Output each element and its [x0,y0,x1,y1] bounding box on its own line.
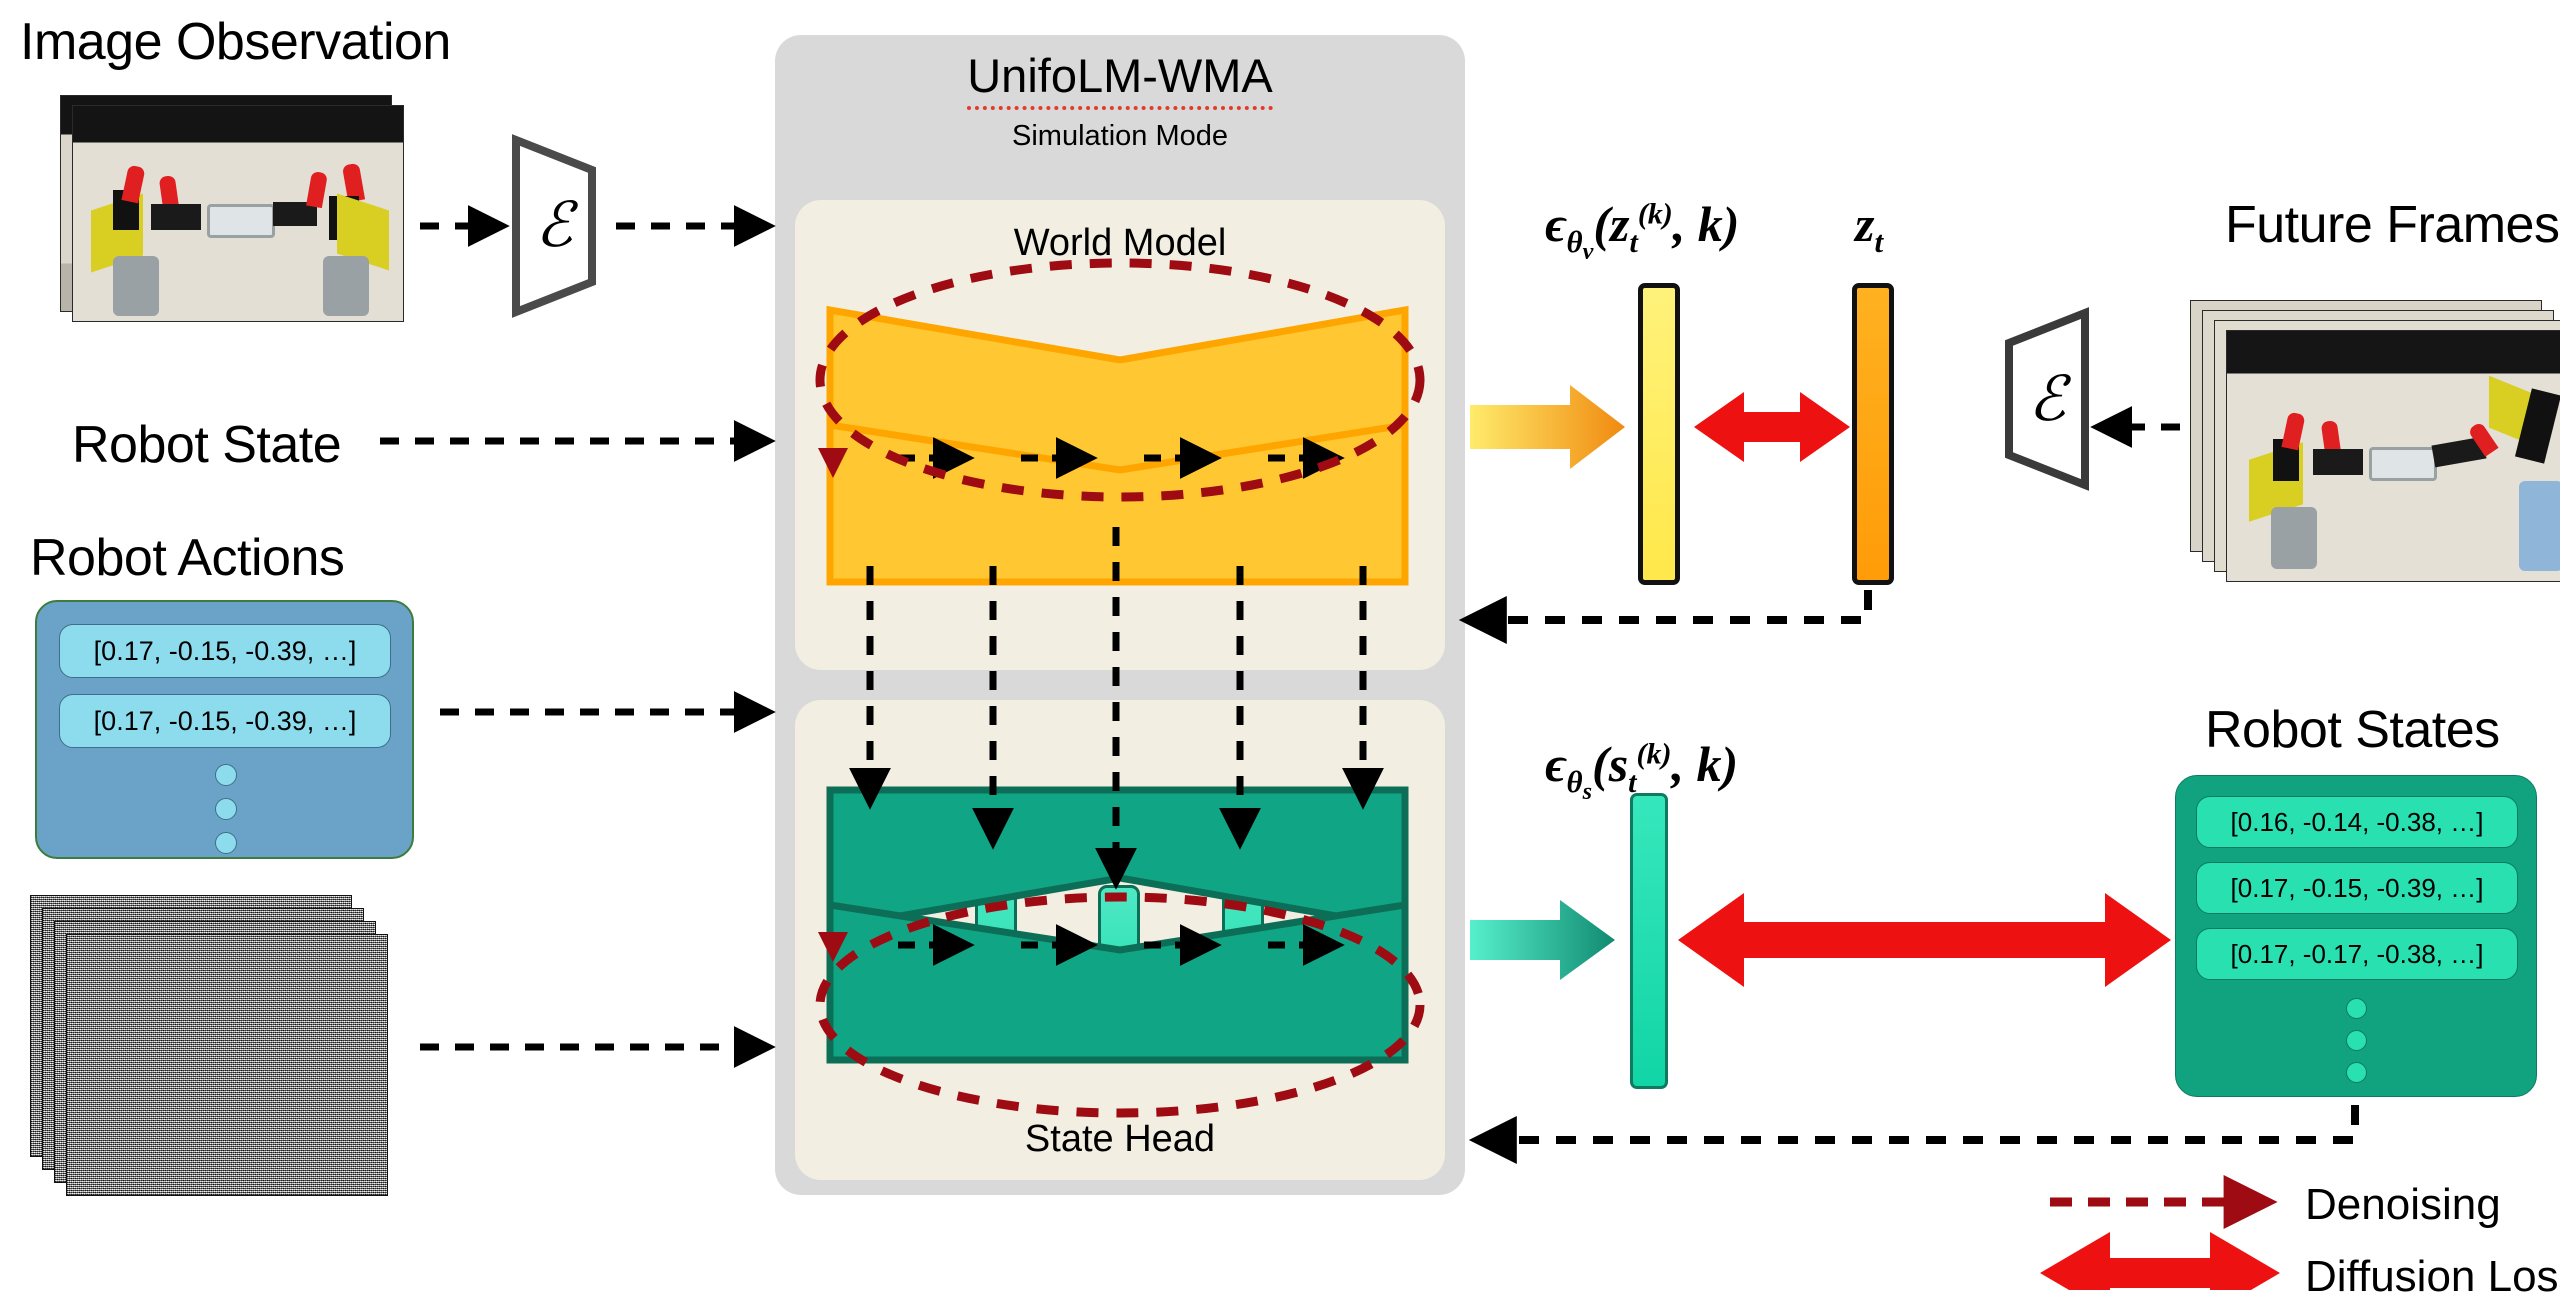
ellipsis-dot [215,832,237,854]
state-head-bar-2 [975,845,1017,1046]
model-title-text: UnifoLM-WMA [967,49,1273,110]
diffusion-loss-arrow-state [1678,893,2171,987]
future-encoder-trapezoid [2005,307,2089,491]
video-target-bar [1852,283,1894,585]
state-output-arrow [1470,900,1615,980]
state-head-bar-3 [1098,885,1140,1021]
state-vector-row: [0.16, -0.14, -0.38, …] [2196,796,2518,848]
robot-states-label: Robot States [2205,701,2500,759]
robot-state-label: Robot State [72,416,342,474]
future-encoder-symbol: ℰ [2028,366,2071,434]
video-prediction-bar [1638,283,1680,585]
video-feedback-line [1458,590,1872,644]
legend-label-diffusion-loss: Diffusion Loss [2305,1252,2560,1301]
action-vector-row: [0.17, -0.15, -0.39, …] [59,624,391,678]
state-vector-row: [0.17, -0.15, -0.39, …] [2196,862,2518,914]
video-noise-prediction-label: ϵθv(zt(k), k) [1545,196,1740,266]
world-model-bar-3 [1098,395,1140,526]
world-model-bar-1 [852,320,894,566]
legend-diffusion-loss-arrow [2040,1232,2280,1290]
ellipsis-dot [2346,1062,2367,1083]
noise-frame [66,934,388,1196]
ellipsis-dot [2346,1030,2367,1051]
photo-front [72,105,404,322]
robot-actions-label: Robot Actions [30,529,345,587]
video-output-arrow [1470,385,1625,469]
state-noise-prediction-label: ϵθs(st(k), k) [1545,736,1739,806]
future-frames-label: Future Frames [2225,196,2560,254]
model-subtitle: Simulation Mode [1012,120,1228,152]
video-latent-label: zt [1855,196,1884,259]
world-model-bar-2 [975,358,1017,564]
image-observation-label: Image Observation [20,13,451,71]
state-vector-row: [0.17, -0.17, -0.38, …] [2196,928,2518,980]
world-model-bar-4 [1222,358,1264,564]
frame-front [2226,330,2560,582]
world-model-bar-5 [1345,320,1387,566]
image-encoder-trapezoid [512,134,596,318]
diffusion-loss-arrow-video [1694,392,1850,462]
robot-states-box: [0.16, -0.14, -0.38, …] [0.17, -0.15, -0… [2175,775,2537,1097]
state-head-bar-5 [1345,805,1387,1041]
encoder-symbol: ℰ [535,192,578,260]
ellipsis-dot [215,764,237,786]
world-model-label: World Model [1013,222,1227,264]
state-prediction-bar [1630,793,1668,1089]
robot-actions-box: [0.17, -0.15, -0.39, …] [0.17, -0.15, -0… [35,600,414,859]
action-vector-row: [0.17, -0.15, -0.39, …] [59,694,391,748]
ellipsis-dot [215,798,237,820]
state-head-bar-4 [1222,845,1264,1046]
legend-label-denoising: Denoising [2305,1180,2501,1229]
ellipsis-dot [2346,998,2367,1019]
state-head-label: State Head [1024,1118,1216,1160]
state-feedback-line [1468,1105,2359,1164]
state-head-bar-1 [852,805,894,1041]
model-title: UnifoLM-WMA [775,48,1465,110]
